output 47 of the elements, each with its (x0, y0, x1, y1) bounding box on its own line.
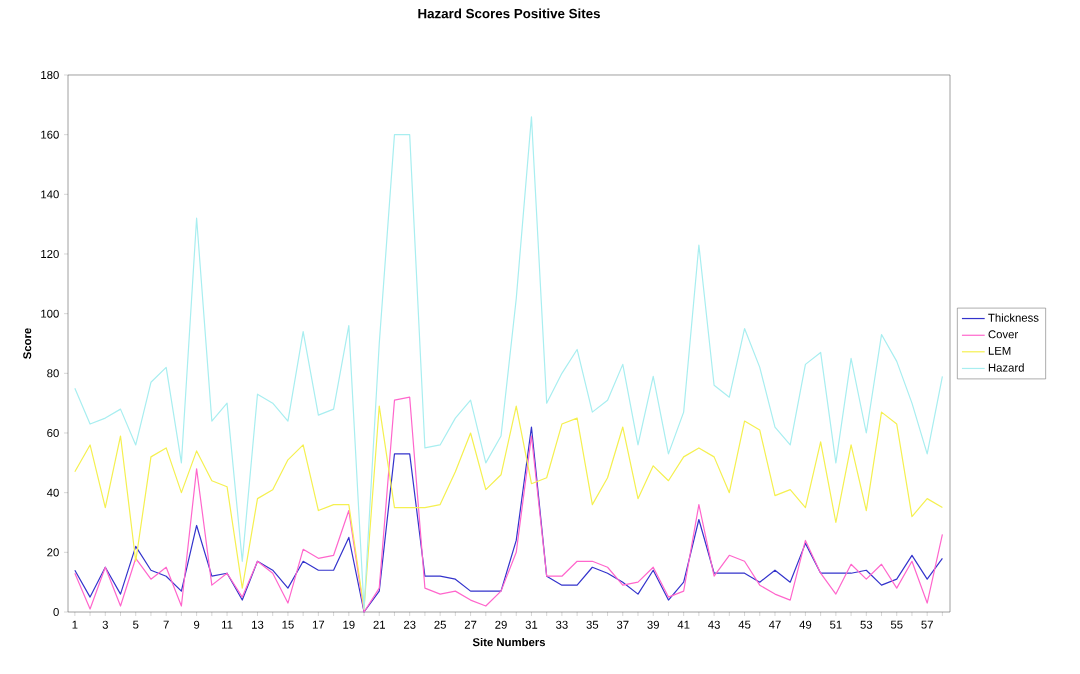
x-tick-label: 55 (890, 620, 903, 629)
y-axis-title: Score (23, 328, 32, 359)
x-tick-label: 23 (403, 620, 416, 629)
y-tick-label: 100 (41, 309, 59, 318)
x-tick-label: 15 (282, 620, 294, 629)
x-tick-label: 19 (343, 620, 355, 629)
legend-label: LEM (988, 346, 1011, 355)
chart-title: Hazard Scores Positive Sites (418, 8, 600, 19)
y-tick-label: 140 (41, 190, 59, 199)
x-axis-title: Site Numbers (472, 637, 546, 647)
x-tick-label: 49 (799, 620, 812, 629)
x-tick-label: 41 (677, 620, 690, 629)
x-tick-label: 57 (921, 620, 933, 629)
x-tick-label: 37 (616, 620, 629, 629)
y-tick-label: 0 (53, 608, 59, 617)
legend-label: Hazard (988, 363, 1024, 372)
x-tick-label: 25 (434, 620, 446, 629)
y-tick-label: 160 (41, 130, 59, 139)
x-tick-label: 13 (252, 620, 264, 629)
y-tick-label: 80 (47, 369, 59, 378)
y-tick-label: 180 (41, 70, 59, 79)
x-tick-label: 47 (768, 620, 781, 629)
x-tick-label: 39 (647, 620, 659, 629)
x-tick-label: 17 (312, 620, 325, 629)
x-tick-label: 43 (708, 620, 720, 629)
y-tick-label: 60 (47, 429, 59, 437)
y-tick-label: 40 (46, 488, 59, 497)
x-tick-label: 1 (72, 620, 78, 629)
y-tick-label: 120 (41, 249, 59, 258)
x-tick-label: 5 (133, 620, 139, 629)
x-tick-label: 33 (556, 620, 568, 629)
legend-label: Cover (988, 330, 1018, 339)
x-tick-label: 21 (373, 620, 385, 629)
x-tick-label: 31 (525, 620, 538, 629)
x-tick-label: 9 (193, 620, 200, 629)
x-tick-label: 45 (738, 620, 751, 629)
x-tick-label: 35 (586, 620, 599, 629)
line-series (74, 116, 943, 610)
x-tick-label: 7 (163, 620, 169, 629)
x-tick-label: 27 (464, 620, 477, 629)
x-tick-label: 29 (495, 620, 507, 629)
x-tick-label: 3 (102, 620, 108, 629)
y-tick-label: 20 (47, 548, 59, 557)
x-tick-label: 51 (830, 620, 842, 629)
x-tick-label: 53 (860, 620, 873, 629)
legend-label: Thickness (988, 313, 1039, 322)
x-tick-label: 11 (222, 620, 233, 629)
